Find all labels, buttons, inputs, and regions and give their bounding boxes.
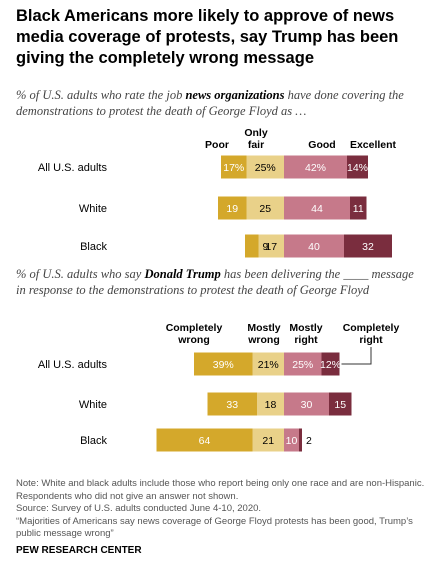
legend-label-1-2: Only fair	[244, 127, 267, 151]
legend-label-2-1: Completely wrong	[166, 322, 223, 346]
legend-label-2-2: Mostly wrong	[247, 322, 281, 346]
data-label: 32	[362, 241, 374, 253]
data-label: 39%	[213, 359, 234, 371]
chart-2: Completely wrong Mostly wrong Mostly right Com…	[38, 322, 400, 452]
category-label: Black	[80, 241, 107, 253]
bar-segment	[258, 234, 284, 258]
bar-segment	[252, 428, 284, 452]
bar-segment	[246, 155, 284, 179]
bar-segment	[257, 392, 284, 416]
data-label: 33	[226, 399, 238, 411]
chart1-subtitle: % of U.S. adults who rate the job news o…	[16, 88, 404, 118]
chart-1: Poor Only fair Good Excellent All U.S. adults…	[38, 127, 397, 258]
data-label: 12%	[320, 359, 341, 371]
bar-segment	[299, 428, 302, 452]
category-label: All U.S. adults	[38, 359, 108, 371]
legend-label-1-1: Poor	[205, 139, 229, 151]
note-text: Note: White and black adults include tho…	[16, 478, 425, 502]
data-label: 42%	[305, 162, 326, 174]
category-label: White	[79, 399, 107, 411]
data-label: 25%	[292, 359, 313, 371]
chart2-subtitle: % of U.S. adults who say Donald Trump ha…	[16, 267, 414, 297]
bar-segment	[284, 155, 347, 179]
bar-segment	[344, 234, 392, 258]
category-label: Black	[80, 435, 107, 447]
bar-segment	[284, 352, 322, 376]
category-label: White	[79, 203, 107, 215]
data-label: 11	[353, 203, 364, 215]
bar-segment	[347, 155, 368, 179]
data-label: 14%	[347, 162, 368, 174]
bar-segment	[218, 196, 247, 220]
data-label: 17	[265, 241, 277, 253]
bar-segment	[221, 155, 247, 179]
bar-segment	[246, 196, 284, 220]
data-label: 17%	[223, 162, 244, 174]
legend-label-1-3: Good	[308, 139, 335, 151]
category-label: All U.S. adults	[38, 162, 108, 174]
bar-segment	[245, 234, 259, 258]
bar-segment	[284, 196, 350, 220]
bar-segment	[329, 392, 352, 416]
data-label: 10	[286, 435, 298, 447]
bar-segment	[194, 352, 253, 376]
bar-segment	[284, 392, 329, 416]
data-label: 18	[265, 399, 277, 411]
report-title-text: “Majorities of Americans say news covera…	[16, 515, 413, 540]
data-label: 25%	[255, 162, 276, 174]
data-label: 19	[226, 203, 238, 215]
bar-segment	[207, 392, 257, 416]
data-label: 21%	[258, 359, 279, 371]
data-label: 25	[259, 203, 271, 215]
data-label: 2	[306, 435, 312, 447]
legend-label-2-3: Mostly right	[289, 322, 322, 346]
bar-segment	[321, 352, 340, 376]
data-label: 40	[308, 241, 320, 253]
legend-label-1-4: Excellent	[350, 139, 397, 151]
legend-label-2-4: Completely right	[343, 322, 400, 346]
data-label: 44	[311, 203, 323, 215]
bar-segment	[284, 234, 344, 258]
bar-segment	[284, 428, 299, 452]
data-label: 64	[199, 435, 211, 447]
data-label: 30	[301, 399, 313, 411]
source-text: Source: Survey of U.S. adults conducted …	[16, 503, 262, 514]
data-label: 21	[262, 435, 274, 447]
bar-segment	[350, 196, 367, 220]
bar-segment	[156, 428, 253, 452]
pew-research-center-logo: PEW RESEARCH CENTER	[16, 545, 142, 556]
chart-title: Black Americans more likely to approve o…	[16, 7, 399, 67]
chart-notes: Note: White and black adults include tho…	[16, 478, 426, 541]
bar-segment	[252, 352, 284, 376]
data-label: 15	[334, 399, 346, 411]
completely-right-callout-line	[341, 347, 372, 365]
data-label: 9	[263, 241, 269, 253]
